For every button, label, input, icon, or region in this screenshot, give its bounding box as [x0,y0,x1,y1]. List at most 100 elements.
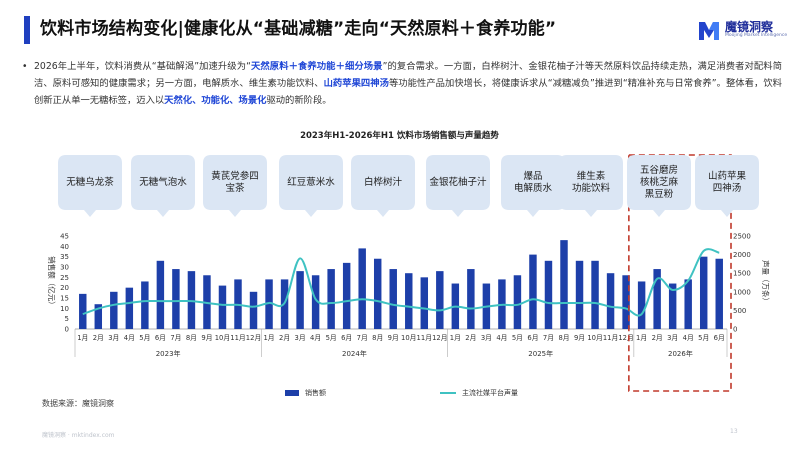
title-accent-bar [24,16,30,44]
x-tick-label: 12月 [618,334,633,342]
bar-sales [575,260,584,329]
bar-sales [342,262,351,329]
x-tick-label: 1月 [636,334,647,342]
x-tick-label: 4月 [496,334,507,342]
bar-sales [249,291,258,329]
callout-bubble [58,155,122,217]
y-left-tick-label: 20 [60,284,69,292]
x-tick-label: 8月 [372,334,383,342]
intro-paragraph: • 2026年上半年，饮料消费从“基础解渴”加速升级为“天然原料＋食养功能＋细分… [22,58,782,109]
x-tick-label: 4月 [310,334,321,342]
logo-m-icon [699,22,719,40]
bar-sales [187,271,196,329]
x-tick-label: 11月 [603,334,618,342]
x-tick-label: 10月 [401,334,416,342]
legend-bar: 销售额 [285,388,326,398]
callout-bubble [559,155,623,217]
y-left-tick-label: 25 [60,274,69,282]
bar-sales [296,271,304,329]
x-tick-label: 9月 [574,334,585,342]
x-tick-label: 5月 [698,334,709,342]
x-tick-label: 1月 [77,334,88,342]
x-tick-label: 11月 [230,334,245,342]
bar-sales [684,279,692,329]
brand-logo: 魔镜洞察 Moojing Market Intelligence [697,18,789,46]
bar-sales [389,269,397,329]
x-tick-label: 12月 [432,334,447,342]
bar-sales [358,248,366,329]
x-tick-label: 5月 [512,334,523,342]
y-left-tick-label: 10 [60,305,69,313]
intro-highlight: 天然原料＋食养功能＋细分场景 [250,61,383,72]
x-tick-label: 3月 [108,334,119,342]
callout-bubble [695,155,759,217]
x-tick-label: 1月 [450,334,461,342]
intro-highlight: 天然化、功能化、场景化 [164,95,267,106]
callout-bubble [131,155,195,217]
y-left-axis-title: 销售额（亿元） [47,256,57,309]
x-tick-label: 4月 [683,334,694,342]
y-right-tick-label: 1000 [733,288,751,296]
x-tick-label: 6月 [527,334,538,342]
x-tick-label: 6月 [341,334,352,342]
bar-sales [668,283,677,329]
x-tick-label: 8月 [186,334,197,342]
intro-text: 2026年上半年，饮料消费从“基础解渴”加速升级为“天然原料＋食养功能＋细分场景… [34,58,782,109]
x-tick-label: 8月 [558,334,569,342]
y-left-tick-label: 35 [60,253,69,261]
intro-segment: ”的复合需求。一方面，白桦树汁、金银花柚子汁等天然原料饮品持续走热，满足消费者对… [34,61,782,89]
bar-sales [529,254,537,329]
bar-sales [622,275,630,329]
bar-sales [156,260,165,329]
x-tick-label: 7月 [543,334,554,342]
bar-sales [715,258,723,329]
x-tick-label: 10月 [587,334,602,342]
intro-segment: 2026年上半年，饮料消费从“基础解渴”加速升级为“ [34,61,251,72]
x-tick-label: 3月 [667,334,678,342]
bar-sales [606,273,615,329]
x-tick-label: 2月 [279,334,290,342]
bar-sales [265,279,273,329]
callout-bubble [203,155,267,217]
x-tick-label: 9月 [388,334,399,342]
bar-sales [436,271,444,329]
y-left-tick-label: 45 [60,233,69,241]
bar-sales [311,275,320,329]
bar-sales [637,281,646,329]
legend-line: 主流社媒平台声量 [440,388,518,398]
year-label: 2025年 [528,349,553,358]
bar-sales [699,256,708,329]
chart-title: 2023年H1-2026年H1 饮料市场销售额与声量趋势 [300,131,499,141]
year-label: 2024年 [342,349,367,358]
x-tick-label: 9月 [201,334,212,342]
x-tick-label: 2月 [465,334,476,342]
x-tick-label: 2月 [93,334,104,342]
x-tick-label: 5月 [139,334,150,342]
y-left-tick-label: 0 [65,326,69,334]
legend-line-label: 主流社媒平台声量 [462,389,518,397]
bar-sales [373,258,382,329]
callout-bubble [501,155,565,217]
callout-bubble [279,155,343,217]
page-title: 饮料市场结构变化|健康化从“基础减糖”走向“天然原料＋食养功能” [40,19,557,39]
x-tick-label: 3月 [295,334,306,342]
bar-sales [110,291,118,329]
bar-sales [405,273,413,329]
data-source: 数据来源：魔镜洞察 [42,399,114,408]
bar-sales [544,260,553,329]
x-tick-label: 6月 [155,334,166,342]
bar-sales [560,240,568,329]
bar-sales [94,304,103,329]
legend-line-swatch [440,392,456,394]
x-tick-label: 6月 [714,334,725,342]
x-tick-label: 11月 [417,334,432,342]
bar-sales [141,281,149,329]
bar-sales [327,269,335,329]
y-right-axis-title: 声量（万条） [761,260,771,305]
bar-sales [125,287,134,329]
x-tick-label: 3月 [481,334,492,342]
x-tick-label: 4月 [124,334,135,342]
bar-sales [79,293,87,329]
bullet-icon: • [22,61,28,72]
